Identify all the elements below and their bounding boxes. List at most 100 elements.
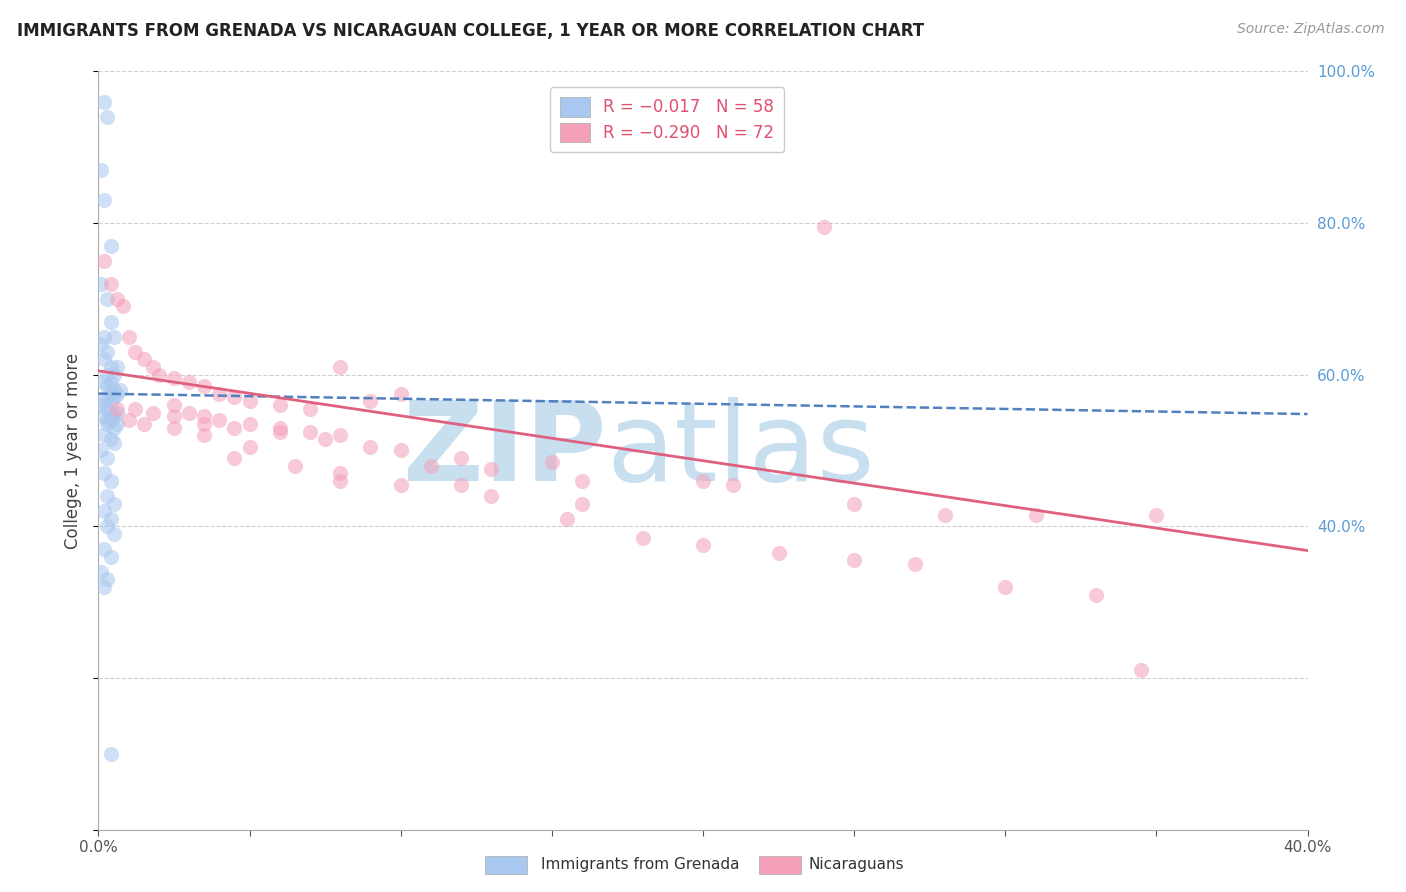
Point — [100, 314, 122, 328]
Text: IMMIGRANTS FROM GRENADA VS NICARAGUAN COLLEGE, 1 YEAR OR MORE CORRELATION CHART: IMMIGRANTS FROM GRENADA VS NICARAGUAN CO… — [17, 22, 924, 40]
Point — [132, 417, 155, 431]
Point — [105, 292, 128, 306]
Point — [93, 409, 115, 424]
Point — [100, 549, 122, 564]
Point — [118, 413, 141, 427]
Point — [299, 401, 322, 416]
Point — [93, 95, 115, 109]
Point — [813, 219, 835, 234]
Point — [103, 383, 125, 397]
Point — [105, 401, 128, 416]
Point — [193, 417, 215, 431]
Point — [844, 553, 866, 567]
Point — [692, 474, 714, 488]
Point — [571, 496, 593, 510]
Point — [100, 386, 122, 401]
Point — [90, 398, 112, 412]
Point — [239, 417, 262, 431]
Point — [118, 330, 141, 344]
Point — [96, 344, 118, 359]
Point — [163, 371, 186, 385]
Point — [555, 512, 578, 526]
Point — [96, 417, 118, 431]
Point — [93, 504, 115, 518]
Point — [93, 467, 115, 481]
Point — [329, 474, 352, 488]
Point — [100, 277, 122, 291]
Point — [93, 330, 115, 344]
Point — [103, 391, 125, 405]
Point — [124, 344, 146, 359]
Point — [239, 394, 262, 409]
Point — [224, 451, 246, 466]
Point — [100, 238, 122, 253]
Point — [179, 376, 201, 390]
Point — [179, 405, 201, 420]
Point — [100, 359, 122, 375]
Point — [96, 489, 118, 503]
Point — [93, 352, 115, 367]
Point — [96, 110, 118, 124]
Point — [100, 474, 122, 488]
Text: ZIP: ZIP — [404, 397, 606, 504]
Point — [389, 443, 412, 458]
Point — [103, 436, 125, 450]
Point — [163, 398, 186, 412]
Point — [93, 394, 115, 409]
Point — [692, 538, 714, 552]
Point — [631, 531, 654, 545]
Point — [224, 421, 246, 435]
Point — [314, 432, 336, 446]
Point — [93, 428, 115, 442]
Point — [208, 413, 231, 427]
Point — [96, 519, 118, 533]
Legend: R = −0.017   N = 58, R = −0.290   N = 72: R = −0.017 N = 58, R = −0.290 N = 72 — [550, 87, 785, 153]
Point — [90, 337, 112, 351]
Point — [100, 432, 122, 446]
Point — [90, 443, 112, 458]
Point — [96, 368, 118, 382]
Point — [148, 368, 170, 382]
Point — [105, 417, 128, 431]
Point — [103, 526, 125, 541]
Point — [420, 458, 443, 473]
Point — [934, 508, 956, 522]
Point — [111, 300, 134, 314]
Point — [132, 352, 155, 367]
Point — [540, 455, 562, 469]
Point — [299, 425, 322, 439]
Point — [208, 386, 231, 401]
Point — [100, 376, 122, 390]
Point — [103, 421, 125, 435]
Point — [100, 405, 122, 420]
Point — [269, 421, 291, 435]
Point — [723, 477, 745, 491]
Point — [93, 253, 115, 268]
Point — [269, 398, 291, 412]
Point — [105, 359, 128, 375]
Point — [1144, 508, 1167, 522]
Point — [844, 496, 866, 510]
Point — [329, 428, 352, 442]
Point — [100, 394, 122, 409]
Point — [481, 462, 503, 476]
Point — [90, 163, 112, 178]
Text: Source: ZipAtlas.com: Source: ZipAtlas.com — [1237, 22, 1385, 37]
Point — [103, 496, 125, 510]
Point — [96, 292, 118, 306]
Point — [329, 467, 352, 481]
Point — [96, 413, 118, 427]
Point — [96, 391, 118, 405]
Point — [105, 405, 128, 420]
Point — [100, 512, 122, 526]
Point — [142, 359, 165, 375]
Point — [96, 379, 118, 393]
Point — [284, 458, 307, 473]
Point — [269, 425, 291, 439]
Point — [193, 379, 215, 393]
Text: atlas: atlas — [606, 397, 875, 504]
Text: Nicaraguans: Nicaraguans — [808, 857, 904, 872]
Point — [93, 376, 115, 390]
Point — [100, 747, 122, 761]
Point — [994, 580, 1017, 594]
